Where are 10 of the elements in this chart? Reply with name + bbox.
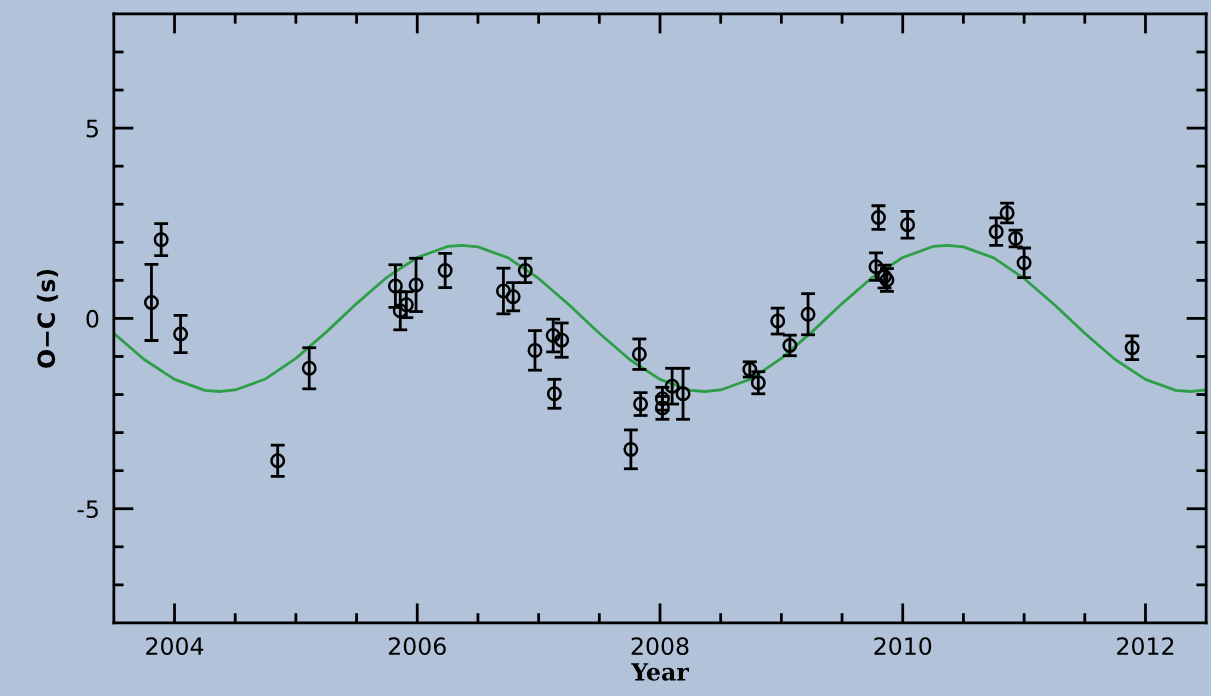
y-axis-title: O−C (s) [36,269,58,368]
x-tick-label: 2008 [631,637,689,656]
x-tick-label: 2010 [874,637,932,656]
x-tick-label: 2012 [1117,637,1174,656]
y-tick-label: -5 [77,500,98,519]
x-tick-label: 2004 [146,637,204,656]
y-tick-label: 5 [86,119,98,138]
y-tick-label: 0 [86,309,99,328]
x-axis-title: Year [631,663,690,681]
x-tick-label: 2006 [388,637,446,656]
